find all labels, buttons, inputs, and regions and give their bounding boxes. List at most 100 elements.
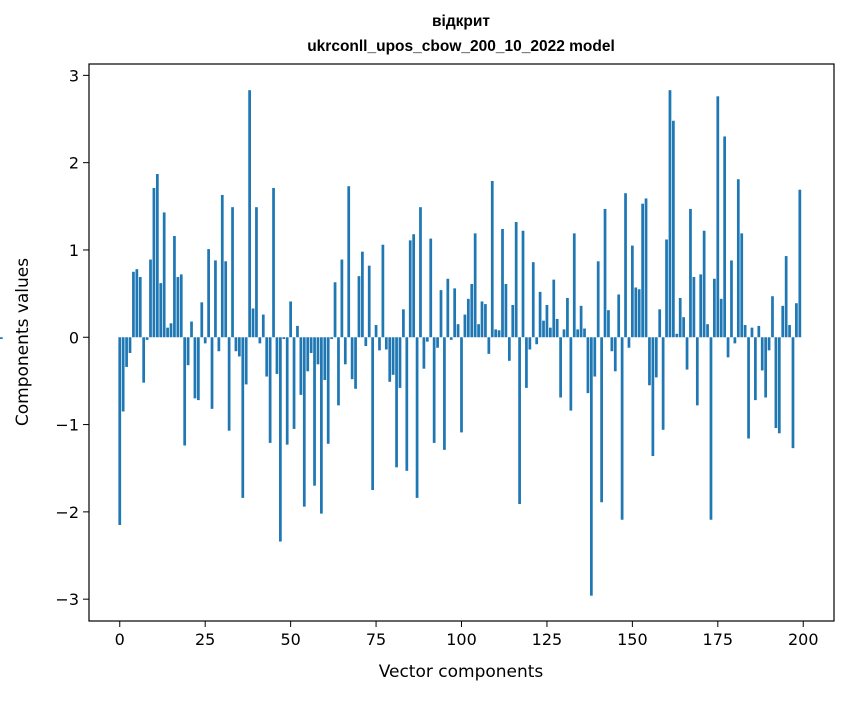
bar-161 xyxy=(668,90,672,338)
bar-130 xyxy=(562,329,566,338)
bar-143 xyxy=(607,310,610,338)
bar-55 xyxy=(306,337,310,372)
bar-76 xyxy=(378,337,381,351)
bar-125 xyxy=(545,304,549,338)
bar-115 xyxy=(511,304,515,338)
bar-9 xyxy=(149,259,152,338)
bar-12 xyxy=(159,283,163,338)
bar-3 xyxy=(128,337,132,353)
bar-165 xyxy=(682,317,685,338)
bar-81 xyxy=(395,337,398,468)
x-tick-label-0: 0 xyxy=(115,630,125,649)
bar-10 xyxy=(152,187,156,338)
bar-42 xyxy=(261,314,265,338)
bar-127 xyxy=(552,279,556,338)
bar-167 xyxy=(689,208,692,338)
bar-188 xyxy=(760,337,764,371)
bar-100 xyxy=(460,337,463,433)
bar-69 xyxy=(354,337,357,389)
bar-22 xyxy=(193,337,197,399)
x-axis-label: Vector components xyxy=(379,662,544,682)
bar-82 xyxy=(398,337,402,388)
bar-5 xyxy=(135,269,139,338)
bar-29 xyxy=(217,337,221,352)
y-axis-ticks: −3 −2 −1 0 1 2 3 xyxy=(55,66,89,609)
bar-164 xyxy=(678,297,682,338)
bar-139 xyxy=(593,337,597,377)
bar-186 xyxy=(754,337,757,401)
bar-101 xyxy=(463,314,467,338)
bar-189 xyxy=(764,337,768,398)
plot-frame xyxy=(88,63,835,622)
bar-97 xyxy=(449,337,453,340)
bar-32 xyxy=(227,337,231,431)
bar-83 xyxy=(402,309,405,338)
bar-103 xyxy=(470,284,474,338)
bar-120 xyxy=(528,337,532,350)
bar-162 xyxy=(672,120,675,338)
bar-114 xyxy=(507,337,511,361)
bar-195 xyxy=(784,256,788,338)
bar-128 xyxy=(555,318,559,338)
bar-6 xyxy=(138,277,142,338)
bar-147 xyxy=(620,337,624,520)
bar-146 xyxy=(617,294,621,338)
bar-23 xyxy=(196,337,200,401)
bar-183 xyxy=(743,325,747,338)
bar-16 xyxy=(173,235,176,338)
x-tick-label-125: 125 xyxy=(532,630,563,649)
bar-28 xyxy=(214,260,217,338)
bar-48 xyxy=(282,337,286,340)
bar-26 xyxy=(207,249,210,338)
bar-11 xyxy=(155,174,159,338)
bar-118 xyxy=(521,230,525,338)
bar-172 xyxy=(706,324,709,338)
bar-178 xyxy=(726,337,730,358)
bar-176 xyxy=(719,298,723,338)
bar-184 xyxy=(747,337,750,439)
bar-134 xyxy=(576,329,580,338)
bar-2 xyxy=(125,337,128,367)
bar-40 xyxy=(255,207,258,338)
bar-34 xyxy=(234,337,238,352)
bar-50 xyxy=(289,301,292,338)
bar-45 xyxy=(272,187,275,338)
bar-74 xyxy=(371,337,375,491)
bar-33 xyxy=(231,207,234,338)
bar-91 xyxy=(429,238,433,338)
bar-107 xyxy=(484,304,487,338)
x-tick-label-25: 25 xyxy=(195,630,215,649)
bar-149 xyxy=(627,337,631,348)
bar-105 xyxy=(477,324,480,338)
bar-25 xyxy=(203,337,207,344)
bar-68 xyxy=(350,337,354,380)
bar-193 xyxy=(777,337,781,434)
y-tick-label--1: −1 xyxy=(55,416,79,435)
bar-58 xyxy=(316,337,320,365)
x-tick-label-50: 50 xyxy=(280,630,300,649)
bar-7 xyxy=(142,337,146,383)
x-tick-label-200: 200 xyxy=(788,630,819,649)
bar-153 xyxy=(641,203,644,338)
bar-94 xyxy=(439,290,443,338)
bar-119 xyxy=(525,337,528,388)
bar-177 xyxy=(723,136,727,338)
bar-93 xyxy=(436,337,439,348)
bar-60 xyxy=(323,337,327,381)
y-tick-label-0: 0 xyxy=(69,328,79,347)
bar-54 xyxy=(302,337,306,507)
bar-84 xyxy=(405,337,409,471)
y-tick-label-3: 3 xyxy=(69,66,79,85)
bar-126 xyxy=(548,327,552,338)
bar-92 xyxy=(432,337,436,443)
bar-8 xyxy=(145,337,149,340)
bar-undefined xyxy=(0,337,3,340)
bar-90 xyxy=(425,337,429,342)
bar-159 xyxy=(661,337,665,430)
bar-136 xyxy=(583,328,586,338)
bar-150 xyxy=(631,245,634,338)
bar-121 xyxy=(531,262,535,338)
bar-18 xyxy=(179,274,183,338)
bar-31 xyxy=(224,261,228,338)
bar-53 xyxy=(299,337,303,395)
